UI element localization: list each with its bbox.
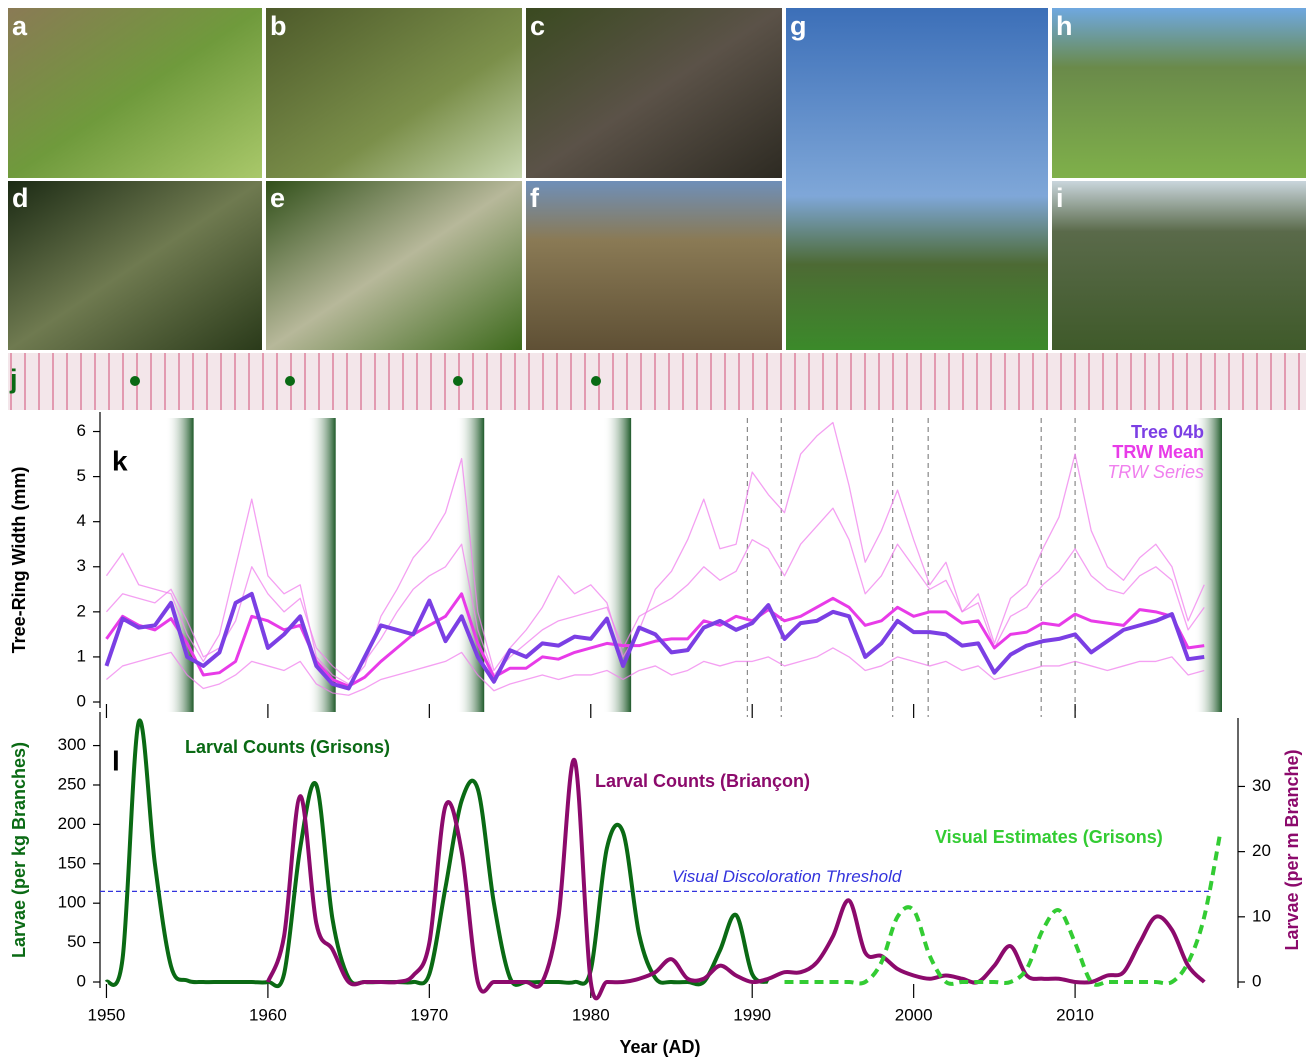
panel-label: f	[530, 183, 540, 213]
chart-panel: 0 50 100 150 200 250 300 0 10 20 30 1950 1960 1970 198…	[9, 704, 1302, 1057]
y2-tick-label: 0	[1252, 971, 1261, 990]
y-tick-label: 200	[58, 814, 86, 833]
x-tick-label: 1990	[733, 1005, 771, 1024]
x-tick-label: 2000	[895, 1005, 933, 1024]
series-line	[105, 507, 1205, 681]
ring-dot	[285, 376, 295, 386]
series-line	[266, 758, 1206, 1001]
ring-dot	[130, 376, 140, 386]
y-tick-label: 3	[77, 556, 86, 575]
panel-label: i	[1056, 183, 1064, 213]
panel-label: a	[12, 11, 28, 41]
y-axis-title: Tree-Ring Width (mm)	[9, 467, 29, 654]
panel-label: d	[12, 183, 29, 213]
x-axis-title: Year (AD)	[619, 1037, 700, 1057]
x-tick-label: 1970	[410, 1005, 448, 1024]
threshold-label: Visual Discoloration Threshold	[672, 867, 902, 886]
photo	[266, 181, 522, 350]
series-line	[106, 647, 1205, 696]
panel-label: j	[9, 364, 18, 394]
photo	[8, 181, 262, 350]
photo	[266, 8, 522, 178]
y-tick-label: 150	[58, 853, 86, 872]
ring-strip: j	[8, 353, 1306, 410]
y-axis-title: Larvae (per kg Branches)	[9, 742, 29, 958]
photo	[1052, 8, 1306, 178]
x-tick-label: 2010	[1056, 1005, 1094, 1024]
outbreak-band	[603, 418, 632, 712]
legend-entry: TRW Mean	[1112, 442, 1204, 462]
panel-label: h	[1056, 11, 1073, 41]
y-tick-label: 0	[77, 691, 86, 710]
panel-label: c	[530, 11, 545, 41]
y-tick-label: 1	[77, 646, 86, 665]
panel-label: g	[790, 11, 807, 41]
y-tick-label: 4	[77, 511, 86, 530]
series-line	[784, 831, 1223, 987]
photos: a b c d e f g h i	[8, 8, 1306, 350]
panel-label: k	[112, 445, 128, 476]
y-tick-label: 50	[67, 932, 86, 951]
x-tick-label: 1950	[88, 1005, 126, 1024]
series-line	[105, 421, 1205, 685]
y-tick-label: 300	[58, 735, 86, 754]
panel-label: l	[112, 745, 120, 776]
y-tick-label: 250	[58, 774, 86, 793]
series-line	[104, 718, 770, 989]
core-image	[8, 353, 1306, 410]
photo	[526, 8, 782, 178]
y2-tick-label: 10	[1252, 906, 1271, 925]
y2-tick-label: 20	[1252, 841, 1271, 860]
series-annotation: Visual Estimates (Grisons)	[935, 827, 1163, 847]
y2-axis-title: Larvae (per m Branche)	[1282, 749, 1302, 950]
photo	[786, 8, 1048, 350]
photo	[8, 8, 262, 178]
series-line	[104, 591, 1205, 691]
panel-label: b	[270, 11, 287, 41]
y2-tick-label: 30	[1252, 776, 1271, 795]
x-tick-label: 1960	[249, 1005, 287, 1024]
series-annotation: Larval Counts (Briançon)	[595, 771, 810, 791]
outbreak-band	[1194, 418, 1222, 712]
outbreak-band	[165, 418, 194, 712]
y-tick-label: 6	[77, 421, 86, 440]
ring-dot	[453, 376, 463, 386]
y-tick-label: 0	[77, 971, 86, 990]
photo	[1052, 181, 1306, 350]
y-tick-label: 5	[77, 466, 86, 485]
y-tick-label: 100	[58, 893, 86, 912]
ring-dot	[591, 376, 601, 386]
y-tick-label: 2	[77, 601, 86, 620]
legend-entry: TRW Series	[1107, 462, 1204, 482]
x-tick-label: 1980	[572, 1005, 610, 1024]
legend-entry: Tree 04b	[1131, 422, 1204, 442]
panel-label: e	[270, 183, 285, 213]
series-annotation: Larval Counts (Grisons)	[185, 737, 390, 757]
photo	[526, 181, 782, 350]
